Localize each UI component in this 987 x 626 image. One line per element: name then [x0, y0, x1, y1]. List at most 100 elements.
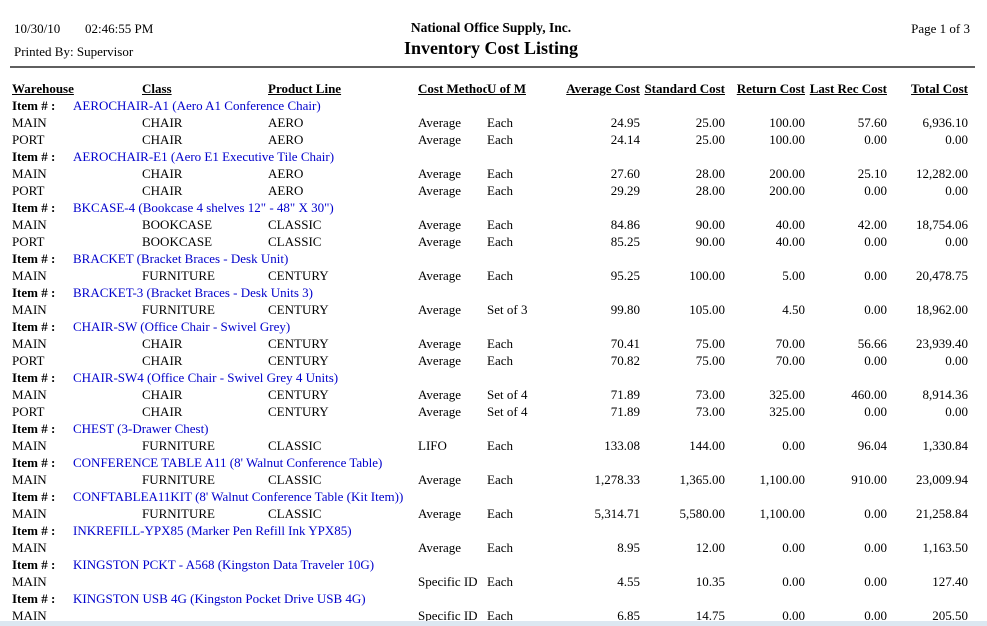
- print-time: 02:46:55 PM: [85, 21, 154, 36]
- cell-product-line: [268, 573, 418, 590]
- cell-warehouse: MAIN: [12, 336, 47, 351]
- cell-standard-cost: 25.00: [695, 132, 725, 147]
- item-description-link[interactable]: CHAIR-SW (Office Chair - Swivel Grey): [73, 319, 291, 334]
- cell-return-cost: 0.00: [782, 574, 805, 589]
- cell-warehouse: MAIN: [12, 472, 47, 487]
- item-number-label: Item # :: [12, 591, 56, 606]
- cell-cost-method: Average: [418, 404, 462, 419]
- cell-warehouse: MAIN: [12, 302, 47, 317]
- cell-average-cost: 70.41: [610, 336, 640, 351]
- cell-warehouse: MAIN: [12, 438, 47, 453]
- cell-product-line: CLASSIC: [268, 438, 322, 453]
- cell-cost-method: Average: [418, 183, 462, 198]
- cell-standard-cost: 100.00: [689, 268, 725, 283]
- cell-cost-method: Average: [418, 387, 462, 402]
- cell-class: CHAIR: [142, 387, 183, 402]
- cell-standard-cost: 28.00: [695, 166, 725, 181]
- cell-class: FURNITURE: [142, 268, 215, 283]
- item-description-link[interactable]: BRACKET-3 (Bracket Braces - Desk Units 3…: [73, 285, 313, 300]
- item-description-link[interactable]: KINGSTON USB 4G (Kingston Pocket Drive U…: [73, 591, 366, 606]
- cell-warehouse: MAIN: [12, 217, 47, 232]
- item-number-label: Item # :: [12, 98, 56, 113]
- item-number-label: Item # :: [12, 421, 56, 436]
- item-number-label: Item # :: [12, 557, 56, 572]
- cell-cost-method: Average: [418, 234, 462, 249]
- cell-last-rec-cost: 57.60: [857, 115, 887, 130]
- cell-average-cost: 99.80: [610, 302, 640, 317]
- cell-class: [142, 573, 268, 590]
- cell-class: FURNITURE: [142, 506, 215, 521]
- item-description-link[interactable]: CHAIR-SW4 (Office Chair - Swivel Grey 4 …: [73, 370, 339, 385]
- item-description-link[interactable]: INKREFILL-YPX85 (Marker Pen Refill Ink Y…: [73, 523, 352, 538]
- cell-standard-cost: 73.00: [695, 404, 725, 419]
- header-rule: [10, 66, 975, 68]
- table-row: PORT CHAIR CENTURY Average Set of 4 71.8…: [12, 403, 970, 420]
- cell-uofm: Each: [487, 506, 513, 521]
- cell-product-line: CENTURY: [268, 353, 329, 368]
- item-description-link[interactable]: AEROCHAIR-A1 (Aero A1 Conference Chair): [73, 98, 321, 113]
- cell-last-rec-cost: 0.00: [864, 183, 887, 198]
- cell-last-rec-cost: 0.00: [864, 404, 887, 419]
- item-description-link[interactable]: CONFERENCE TABLE A11 (8' Walnut Conferen…: [73, 455, 383, 470]
- cell-standard-cost: 90.00: [695, 234, 725, 249]
- cell-warehouse: MAIN: [12, 608, 47, 623]
- item-description-link[interactable]: CONFTABLEA11KIT (8' Walnut Conference Ta…: [73, 489, 404, 504]
- cell-class: FURNITURE: [142, 302, 215, 317]
- cell-product-line: AERO: [268, 166, 304, 181]
- cell-average-cost: 71.89: [610, 387, 640, 402]
- cell-return-cost: 40.00: [775, 234, 805, 249]
- cell-warehouse: MAIN: [12, 115, 47, 130]
- column-header-row: Warehouse Class Product Line Cost Method…: [12, 80, 970, 97]
- cell-uofm: Each: [487, 217, 513, 232]
- cell-total-cost: 23,939.40: [916, 336, 968, 351]
- cell-average-cost: 24.95: [610, 115, 640, 130]
- cell-total-cost: 21,258.84: [916, 506, 968, 521]
- item-description-link[interactable]: BRACKET (Bracket Braces - Desk Unit): [73, 251, 289, 266]
- cell-standard-cost: 5,580.00: [679, 506, 726, 521]
- cell-standard-cost: 73.00: [695, 387, 725, 402]
- cell-total-cost: 18,962.00: [916, 302, 968, 317]
- item-description-link[interactable]: BKCASE-4 (Bookcase 4 shelves 12" - 48" X…: [73, 200, 334, 215]
- item-number-label: Item # :: [12, 523, 56, 538]
- cell-average-cost: 29.29: [610, 183, 640, 198]
- col-header-return-cost: Return Cost: [736, 81, 805, 96]
- cell-total-cost: 205.50: [932, 608, 968, 623]
- cell-cost-method: Average: [418, 336, 462, 351]
- item-description-link[interactable]: CHEST (3-Drawer Chest): [73, 421, 209, 436]
- col-header-total-cost: Total Cost: [911, 81, 968, 96]
- cell-last-rec-cost: 25.10: [857, 166, 887, 181]
- table-row: PORT CHAIR AERO Average Each 24.14 25.00…: [12, 131, 970, 148]
- item-number-label: Item # :: [12, 251, 56, 266]
- cell-cost-method: Specific ID: [418, 608, 478, 623]
- cell-last-rec-cost: 42.00: [857, 217, 887, 232]
- cell-total-cost: 23,009.94: [916, 472, 968, 487]
- cell-average-cost: 71.89: [610, 404, 640, 419]
- window-bottom-edge: [0, 621, 987, 626]
- cell-last-rec-cost: 0.00: [864, 506, 887, 521]
- cell-last-rec-cost: 0.00: [864, 302, 887, 317]
- cell-last-rec-cost: 96.04: [857, 438, 887, 453]
- cell-product-line: CLASSIC: [268, 472, 322, 487]
- col-header-class: Class: [142, 81, 172, 96]
- company-name: National Office Supply, Inc.: [410, 20, 572, 35]
- cell-last-rec-cost: 0.00: [864, 132, 887, 147]
- cell-total-cost: 18,754.06: [916, 217, 968, 232]
- item-description-link[interactable]: AEROCHAIR-E1 (Aero E1 Executive Tile Cha…: [73, 149, 335, 164]
- cell-standard-cost: 75.00: [695, 353, 725, 368]
- cell-product-line: CLASSIC: [268, 234, 322, 249]
- cell-standard-cost: 25.00: [695, 115, 725, 130]
- item-header-row: Item # : AEROCHAIR-E1 (Aero E1 Executive …: [12, 148, 970, 165]
- cell-uofm: Each: [487, 353, 513, 368]
- item-number-label: Item # :: [12, 285, 56, 300]
- cell-standard-cost: 10.35: [695, 574, 725, 589]
- item-description-link[interactable]: KINGSTON PCKT - A568 (Kingston Data Trav…: [73, 557, 375, 572]
- cell-cost-method: Average: [418, 472, 462, 487]
- cell-standard-cost: 105.00: [689, 302, 725, 317]
- cell-total-cost: 8,914.36: [922, 387, 969, 402]
- cell-uofm: Set of 4: [487, 387, 528, 402]
- cell-class: CHAIR: [142, 132, 183, 147]
- cell-standard-cost: 28.00: [695, 183, 725, 198]
- cell-class: BOOKCASE: [142, 217, 213, 232]
- cell-uofm: Each: [487, 268, 513, 283]
- cell-uofm: Each: [487, 472, 513, 487]
